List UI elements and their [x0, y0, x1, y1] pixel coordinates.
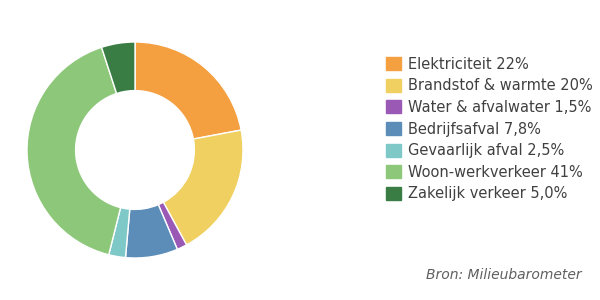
Legend: Elektriciteit 22%, Brandstof & warmte 20%, Water & afvalwater 1,5%, Bedrijfsafva: Elektriciteit 22%, Brandstof & warmte 20…	[386, 57, 593, 201]
Wedge shape	[163, 130, 243, 245]
Wedge shape	[27, 47, 121, 255]
Wedge shape	[135, 42, 241, 139]
Wedge shape	[125, 205, 178, 258]
Wedge shape	[109, 208, 130, 258]
Wedge shape	[158, 202, 187, 249]
Text: Bron: Milieubarometer: Bron: Milieubarometer	[427, 268, 582, 282]
Wedge shape	[101, 42, 135, 94]
